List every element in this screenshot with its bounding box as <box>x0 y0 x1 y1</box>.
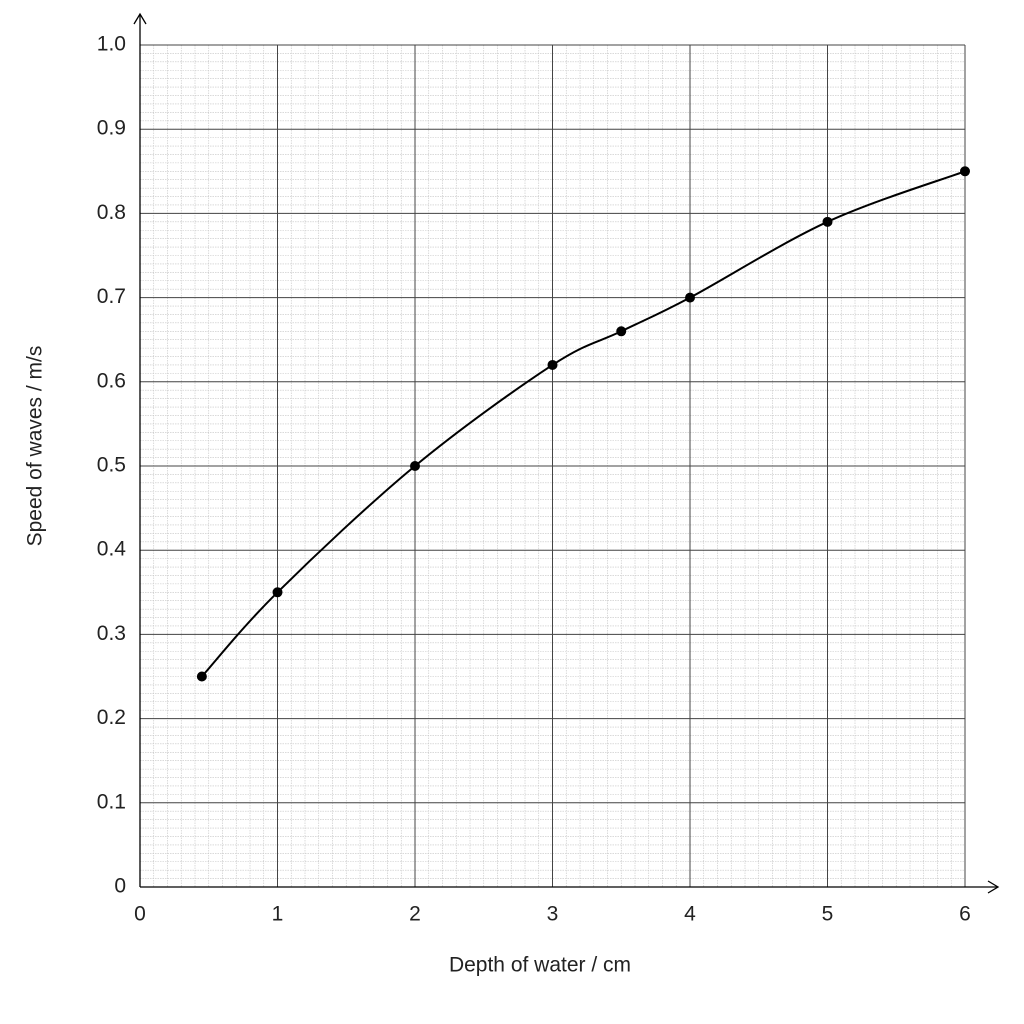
x-tick-label: 1 <box>272 903 284 926</box>
data-point <box>822 216 833 227</box>
y-tick-label: 0.9 <box>97 117 126 140</box>
y-axis-arrow <box>133 12 147 25</box>
y-tick-label: 0 <box>114 875 126 898</box>
y-tick-label: 0.3 <box>97 622 126 645</box>
x-axis-label: Depth of water / cm <box>449 954 631 977</box>
y-tick-label: 0.1 <box>97 790 126 813</box>
y-tick-label: 0.6 <box>97 369 126 392</box>
x-tick-label: 3 <box>547 903 559 926</box>
x-tick-label: 2 <box>409 903 421 926</box>
x-tick-label: 6 <box>959 903 971 926</box>
y-tick-label: 0.8 <box>97 201 126 224</box>
y-axis-label: Speed of waves / m/s <box>24 346 47 547</box>
x-tick-label: 5 <box>822 903 834 926</box>
y-tick-label: 0.2 <box>97 706 126 729</box>
y-tick-label: 0.7 <box>97 285 126 308</box>
data-point <box>960 166 970 177</box>
data-point <box>685 292 695 303</box>
y-tick-label: 0.5 <box>97 454 126 477</box>
y-tick-label: 0.4 <box>97 538 127 561</box>
data-point <box>410 461 420 471</box>
x-tick-label: 4 <box>684 903 696 926</box>
x-axis-arrow <box>987 880 1000 894</box>
x-tick-label: 0 <box>134 903 146 926</box>
data-point <box>547 359 558 370</box>
data-point <box>272 587 283 598</box>
data-point <box>616 326 627 337</box>
y-tick-label: 1.0 <box>97 33 126 56</box>
data-point <box>196 671 207 682</box>
